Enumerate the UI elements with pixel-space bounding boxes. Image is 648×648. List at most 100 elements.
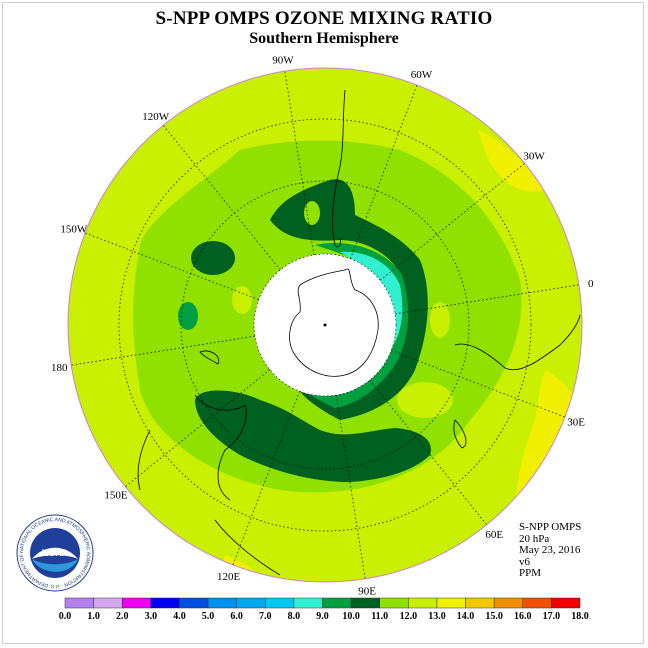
info-level: 20 hPa [519,532,550,545]
longitude-label: 120E [217,571,241,583]
longitude-label: 0 [588,278,594,290]
meridian-line [232,391,300,566]
field-patch-green-west [178,302,198,330]
info-units: PPM [519,567,542,579]
longitude-label: 150W [60,224,88,236]
colorbar-tick-label: 5.0 [202,611,215,622]
meridian-line [369,379,488,525]
colorbar-box [236,597,266,609]
colorbar-tick-label: 7.0 [259,611,272,622]
field-band-9-10-south [195,390,431,482]
info-instrument: S-NPP OMPS [519,521,582,533]
coast-antarctica [289,268,379,377]
coast-africa [454,314,581,371]
colorbar-box [121,597,152,609]
colorbar-box [465,597,495,609]
info-block: S-NPP OMPS 20 hPa May 23, 2016 v6 PPM [519,521,582,580]
colorbar-tick-label: 16.0 [514,611,532,622]
coast-australia [194,394,247,501]
longitude-label: 120W [142,111,170,123]
meridian-line [391,350,566,418]
colorbar-box [522,597,552,609]
meridian-line [395,284,579,315]
colorbar-ticks: 0.0 1.0 2.0 3.0 4.0 5.0 6.0 7.0 8.0 9.0 10.0 11.0 12… [59,611,589,622]
colorbar-box [322,597,352,609]
info-version: v6 [519,555,530,568]
colorbar-box [408,597,438,609]
noaa-logo: NATIONAL OCEANIC AND ATMOSPHERIC ADMINIS… [16,514,94,592]
logo-text: NOAA [42,548,69,558]
meridian-line [284,71,315,255]
graticule [118,118,532,532]
map-boundary [67,67,583,583]
colorbar-box [265,597,295,609]
colorbar-tick-label: 2.0 [116,611,129,622]
colorbar-tick-label: 12.0 [400,611,418,622]
colorbar-tick-label: 9.0 [316,611,329,622]
longitude-label: 180 [51,362,68,374]
latitude-circle-45 [180,180,470,470]
colorbar-tick-label: 15.0 [485,611,503,622]
longitude-labels: 90W 60W 30W 0 30E 60E 90E 120E 150E 180 150W 120W [51,54,594,597]
longitude-label: 60E [485,529,503,541]
meridian-line [350,84,418,259]
colorbar-tick-label: 11.0 [371,611,388,622]
colorbar-box [493,597,524,609]
colorbar-box [179,597,209,609]
longitude-label: 30W [523,151,545,163]
colorbar-tick-label: 18.0 [571,611,589,622]
coastlines [137,89,581,576]
meridian-line [379,162,525,281]
colorbar-tick-label: 13.0 [428,611,446,622]
longitude-label: 90W [272,54,294,66]
logo-gull [32,547,78,559]
coast-new-zealand [199,350,220,365]
colorbar-box [293,597,323,609]
longitude-label: 150E [104,489,128,501]
field-patch-dark-west [191,241,235,275]
colorbar-tick-label: 10.0 [342,611,360,622]
coast-south-america [332,89,346,248]
coast-madagascar [453,419,467,449]
colorbar-box [379,597,409,609]
field-patch-light-1 [232,286,252,314]
meridian-line [125,369,271,488]
info-date: May 23, 2016 [519,544,581,556]
south-pole-marker [323,323,327,327]
field-patch-light-3 [397,382,453,418]
colorbar-tick-label: 3.0 [145,611,158,622]
longitude-label: 90E [358,586,376,598]
coast-asia [137,429,281,576]
colorbar-box [93,597,123,609]
colorbar-tick-label: 4.0 [173,611,186,622]
colorbar-tick-label: 1.0 [87,611,100,622]
field-patch-light-4 [430,302,450,338]
meridian-line [162,125,281,271]
map-title: S-NPP OMPS OZONE MIXING RATIO [155,8,493,29]
colorbar-box [150,597,180,609]
meridian-line [335,395,366,579]
field-band-12-13-ne [478,130,545,192]
longitude-label: 60W [411,69,433,81]
map-subtitle: Southern Hemisphere [249,30,399,47]
colorbar-tick-label: 14.0 [457,611,475,622]
colorbar-box [436,597,466,609]
meridian-line [84,232,259,300]
colorbar-box [350,597,380,609]
colorbar-box [551,597,581,609]
colorbar-tick-label: 8.0 [288,611,301,622]
colorbar-boxes [64,597,581,609]
longitude-label: 30E [567,416,585,428]
meridians [71,71,579,579]
latitude-circle-60 [253,253,397,397]
colorbar-tick-label: 17.0 [543,611,561,622]
latitude-circle-30 [118,118,532,532]
logo-sea [32,559,78,572]
colorbar-tick-label: 0.0 [59,611,72,622]
colorbar-box [207,597,237,609]
meridian-line [71,335,255,366]
colorbar-box [64,597,94,609]
